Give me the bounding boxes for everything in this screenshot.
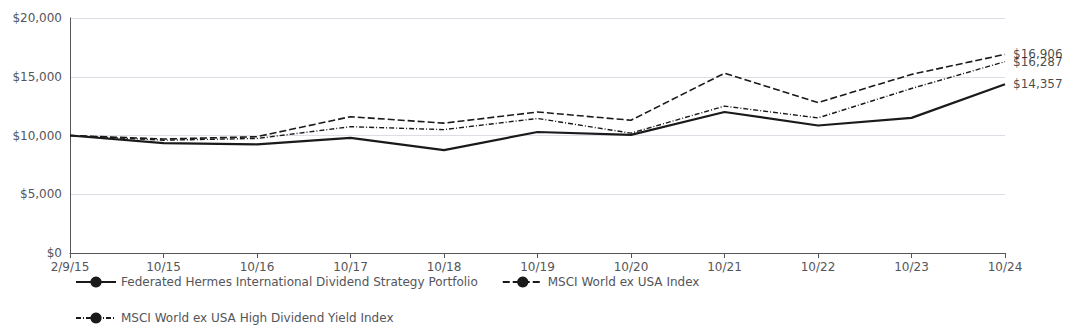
svg-text:10/21: 10/21	[707, 260, 742, 274]
svg-text:10/15: 10/15	[146, 260, 181, 274]
svg-text:10/17: 10/17	[333, 260, 368, 274]
svg-text:10/20: 10/20	[614, 260, 649, 274]
svg-text:2/9/15: 2/9/15	[51, 260, 90, 274]
svg-text:10/24: 10/24	[988, 260, 1023, 274]
svg-text:10/19: 10/19	[520, 260, 555, 274]
svg-text:MSCI World ex USA High Dividen: MSCI World ex USA High Dividend Yield In…	[121, 311, 394, 325]
svg-text:10/18: 10/18	[427, 260, 462, 274]
svg-text:10/16: 10/16	[240, 260, 275, 274]
svg-text:MSCI World ex USA Index: MSCI World ex USA Index	[548, 275, 700, 289]
svg-text:$10,000: $10,000	[12, 129, 62, 143]
svg-text:$15,000: $15,000	[12, 70, 62, 84]
svg-text:Federated Hermes International: Federated Hermes International Dividend …	[121, 275, 478, 289]
svg-text:$0: $0	[47, 246, 62, 260]
svg-text:$5,000: $5,000	[20, 187, 62, 201]
svg-text:$16,287: $16,287	[1013, 55, 1063, 69]
svg-text:$20,000: $20,000	[12, 11, 62, 25]
svg-text:10/23: 10/23	[894, 260, 929, 274]
svg-text:10/22: 10/22	[801, 260, 836, 274]
svg-text:$14,357: $14,357	[1013, 77, 1063, 91]
